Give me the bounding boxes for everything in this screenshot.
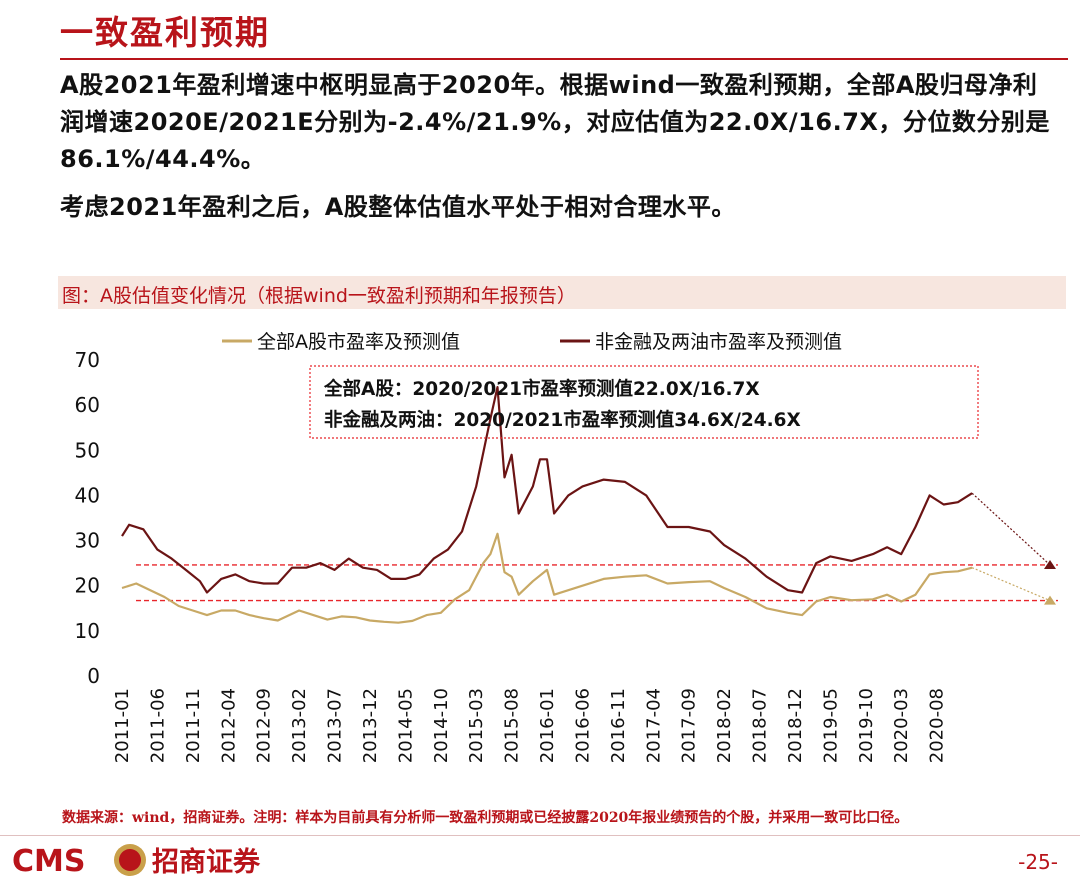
forecast-marker-0 — [1044, 595, 1056, 605]
page-title: 一致盈利预期 — [60, 13, 270, 52]
logo-text: CMS — [12, 844, 85, 878]
page-number: -25- — [1018, 850, 1058, 874]
series-line-1 — [121, 386, 973, 594]
x-tick-label: 2012-09 — [254, 688, 275, 763]
x-tick-label: 2014-05 — [395, 688, 416, 763]
x-tick-label: 2012-04 — [218, 688, 239, 763]
x-tick-label: 2020-08 — [927, 688, 948, 763]
x-tick-label: 2017-04 — [643, 688, 664, 763]
y-tick-label: 20 — [75, 574, 100, 598]
x-tick-label: 2011-11 — [183, 688, 204, 763]
annotation-line-2: 非金融及两油：2020/2021市盈率预测值34.6X/24.6X — [324, 409, 801, 431]
y-tick-label: 40 — [75, 483, 100, 507]
series-line-0 — [121, 532, 973, 624]
x-tick-label: 2018-07 — [750, 688, 771, 763]
x-tick-label: 2013-02 — [289, 688, 310, 763]
x-axis: 2011-01 2011-06 2011-11 2012-04 2012-09 2013-… — [112, 688, 948, 763]
x-tick-label: 2011-06 — [147, 688, 168, 763]
x-tick-label: 2016-01 — [537, 688, 558, 763]
x-tick-label: 2018-12 — [785, 688, 806, 763]
x-tick-label: 2019-05 — [820, 688, 841, 763]
summary-paragraph-2: 考虑2021年盈利之后，A股整体估值水平处于相对合理水平。 — [60, 193, 736, 221]
summary-paragraph-1: A股2021年盈利增速中枢明显高于2020年。根据wind一致盈利预期，全部A股… — [60, 71, 1050, 173]
title-divider — [60, 58, 1068, 60]
forecast-line-0 — [971, 567, 1051, 602]
x-tick-label: 2020-03 — [891, 688, 912, 763]
y-tick-label: 50 — [75, 438, 100, 462]
x-tick-label: 2014-10 — [431, 688, 452, 763]
source-footnote: 数据来源：wind，招商证券。注明：样本为目前具有分析师一致盈利预期或已经披露2… — [62, 810, 909, 826]
figure-caption: 图：A股估值变化情况（根据wind一致盈利预期和年报预告） — [62, 285, 576, 307]
footer-divider — [0, 835, 1080, 836]
cms-logo: CMS 招商证券 — [12, 844, 261, 878]
y-tick-label: 0 — [87, 664, 100, 688]
x-tick-label: 2015-08 — [502, 688, 523, 763]
logo-cn-text: 招商证券 — [152, 846, 261, 878]
figure-caption-bar — [58, 276, 1066, 309]
x-tick-label: 2019-10 — [856, 688, 877, 763]
y-tick-label: 30 — [75, 529, 100, 553]
forecast-marker-1 — [1044, 559, 1056, 569]
x-tick-label: 2016-11 — [608, 688, 629, 763]
forecast-line-1 — [971, 492, 1051, 566]
x-tick-label: 2011-01 — [112, 688, 133, 763]
x-tick-label: 2013-12 — [360, 688, 381, 763]
x-tick-label: 2013-07 — [325, 688, 346, 763]
x-tick-label: 2018-02 — [714, 688, 735, 763]
x-tick-label: 2016-06 — [572, 688, 593, 763]
legend: 全部A股市盈率及预测值 非金融及两油市盈率及预测值 — [222, 331, 842, 353]
annotation-box: 全部A股：2020/2021市盈率预测值22.0X/16.7X 非金融及两油：2… — [309, 365, 979, 439]
y-tick-label: 60 — [75, 393, 100, 417]
series-lines — [121, 386, 1056, 624]
x-tick-label: 2017-09 — [679, 688, 700, 763]
x-tick-label: 2015-03 — [466, 688, 487, 763]
annotation-line-1: 全部A股：2020/2021市盈率预测值22.0X/16.7X — [323, 378, 760, 400]
y-tick-label: 70 — [75, 348, 100, 372]
y-tick-label: 10 — [75, 619, 100, 643]
legend-label-non-fin: 非金融及两油市盈率及预测值 — [595, 331, 842, 353]
legend-label-all-a: 全部A股市盈率及预测值 — [257, 331, 460, 353]
y-axis: 0 10 20 30 40 50 60 70 — [75, 348, 100, 688]
